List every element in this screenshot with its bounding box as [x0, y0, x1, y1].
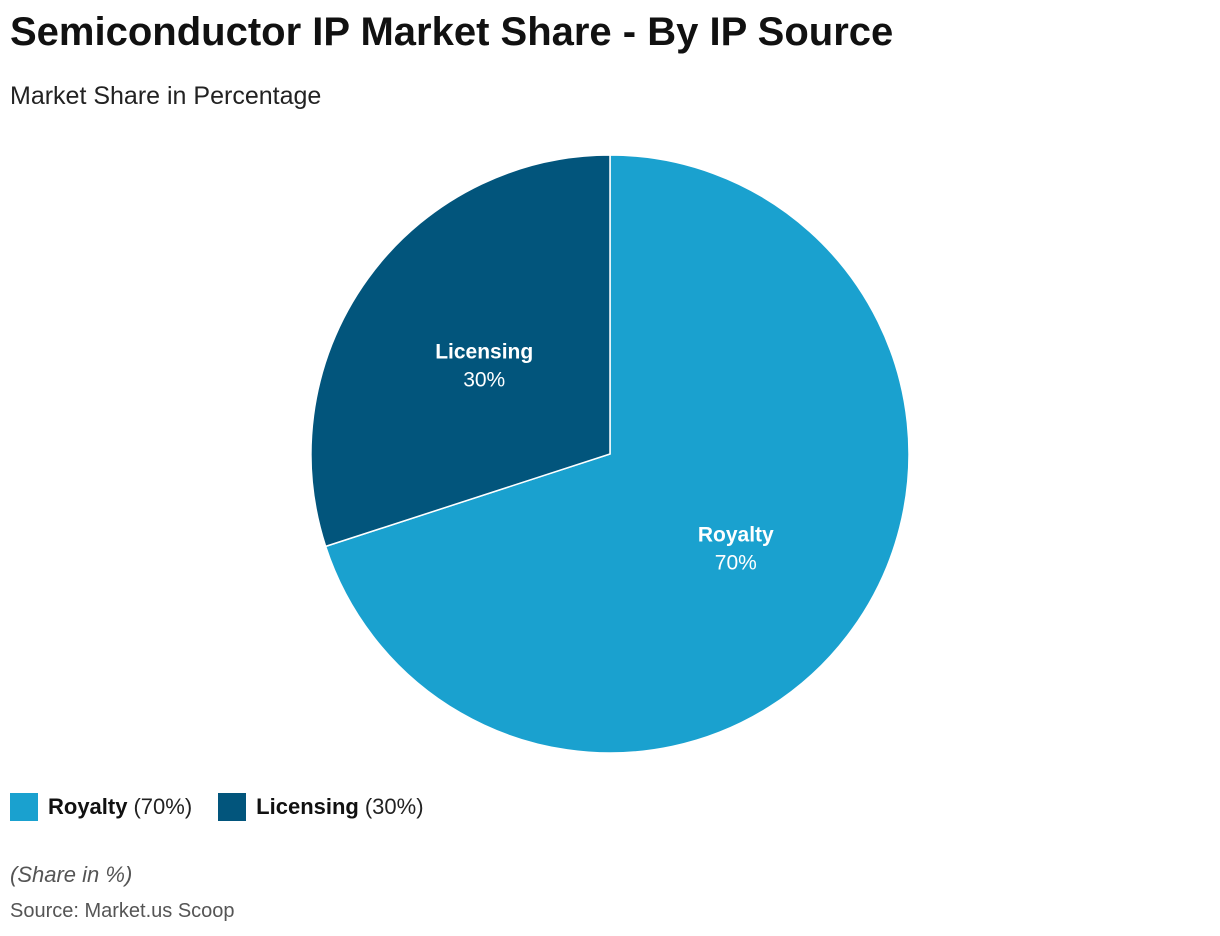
legend-pct-royalty: (70%): [133, 794, 193, 819]
slice-label-licensing: Licensing: [435, 341, 533, 364]
chart-subtitle: Market Share in Percentage: [10, 82, 322, 110]
legend-label-licensing: Licensing: [256, 794, 359, 819]
chart-title: Semiconductor IP Market Share - By IP So…: [10, 10, 894, 54]
legend-item-licensing: Licensing (30%): [218, 793, 424, 821]
pie-slice-royalty: [324, 154, 910, 754]
slice-value-licensing: 30%: [463, 369, 505, 392]
legend-label-royalty: Royalty: [48, 794, 128, 819]
legend-pct-licensing: (30%): [364, 794, 424, 819]
legend-swatch-royalty: [10, 793, 38, 821]
legend: Royalty (70%) Licensing (30%): [10, 793, 450, 821]
legend-swatch-licensing: [218, 793, 247, 821]
legend-item-royalty: Royalty (70%): [10, 793, 192, 821]
share-note: (Share in %): [10, 862, 133, 887]
pie-slice-licensing: [310, 154, 611, 548]
slice-label-royalty: Royalty: [698, 523, 774, 546]
source-credit: Source: Market.us Scoop: [10, 900, 235, 922]
slice-value-royalty: 70%: [715, 551, 757, 574]
